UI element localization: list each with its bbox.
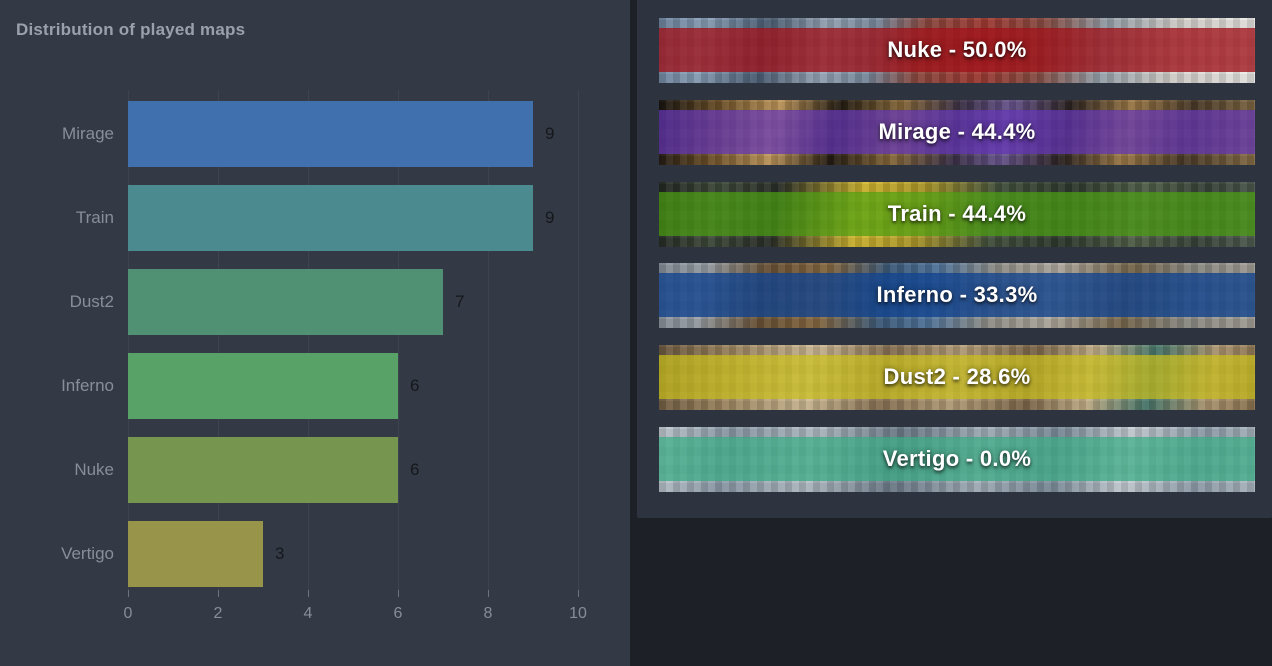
x-tick-label: 2 (213, 605, 223, 622)
map-overlay-band: Train - 44.4% (659, 192, 1255, 236)
map-overlay-band: Vertigo - 0.0% (659, 437, 1255, 481)
map-percent-label: Vertigo - 0.0% (882, 446, 1032, 471)
bar-value-label: 3 (275, 544, 285, 563)
bar-value-label: 9 (545, 124, 555, 143)
map-percent-label: Dust2 - 28.6% (883, 364, 1031, 389)
map-banner-inferno: Inferno - 33.3% (659, 263, 1255, 328)
bar-nuke (128, 437, 398, 503)
gridline (308, 90, 309, 590)
y-axis-label: Vertigo (61, 544, 114, 563)
chart-title: Distribution of played maps (16, 20, 246, 39)
gridline (218, 90, 219, 590)
bar-value-label: 7 (455, 292, 465, 311)
y-axis-label: Dust2 (69, 292, 114, 311)
bar-dust2 (128, 269, 443, 335)
map-banner-nuke: Nuke - 50.0% (659, 18, 1255, 83)
map-percent-label: Train - 44.4% (887, 201, 1027, 226)
x-tick-label: 10 (569, 605, 587, 622)
map-banner-train: Train - 44.4% (659, 182, 1255, 247)
bar-value-label: 6 (410, 376, 420, 395)
map-overlay-band: Mirage - 44.4% (659, 110, 1255, 154)
horizontal-bar-chart: 0 2 4 6 8 10 Mirage 9 Train 9 Dust2 7 Inferno 6 Nuke 6 V… (0, 0, 630, 666)
map-winrate-card: Nuke - 50.0% Mirage - 44.4% Train - 44.4% I… (637, 0, 1272, 518)
bar-vertigo (128, 521, 263, 587)
map-banner-mirage: Mirage - 44.4% (659, 100, 1255, 165)
map-banner-vertigo: Vertigo - 0.0% (659, 427, 1255, 492)
gridline (488, 90, 489, 590)
y-axis-label: Mirage (62, 124, 114, 143)
map-overlay-band: Inferno - 33.3% (659, 273, 1255, 317)
gridline (578, 90, 579, 590)
bar-value-label: 6 (410, 460, 420, 479)
y-axis-label: Train (75, 208, 114, 227)
map-banner-dust2: Dust2 - 28.6% (659, 345, 1255, 410)
y-axis-label: Inferno (61, 376, 114, 395)
map-percent-label: Inferno - 33.3% (876, 282, 1038, 307)
x-tick-label: 6 (393, 605, 403, 622)
map-overlay-band: Dust2 - 28.6% (659, 355, 1255, 399)
x-tick-label: 8 (483, 605, 493, 622)
x-axis-tick (488, 590, 489, 597)
x-tick-label: 0 (123, 605, 133, 622)
x-tick-label: 4 (303, 605, 313, 622)
x-axis-tick (218, 590, 219, 597)
map-percent-label: Nuke - 50.0% (887, 37, 1027, 62)
bar-mirage (128, 101, 533, 167)
bar-inferno (128, 353, 398, 419)
x-axis-tick (578, 590, 579, 597)
x-axis-tick (398, 590, 399, 597)
map-percent-label: Mirage - 44.4% (878, 119, 1036, 144)
x-axis-tick (308, 590, 309, 597)
bar-train (128, 185, 533, 251)
gridline (128, 90, 129, 590)
map-overlay-band: Nuke - 50.0% (659, 28, 1255, 72)
gridline (398, 90, 399, 590)
played-maps-chart-panel: Distribution of played maps 0 2 4 6 8 10 Mirag… (0, 0, 630, 666)
x-axis-tick (128, 590, 129, 597)
bar-value-label: 9 (545, 208, 555, 227)
y-axis-label: Nuke (74, 460, 114, 479)
